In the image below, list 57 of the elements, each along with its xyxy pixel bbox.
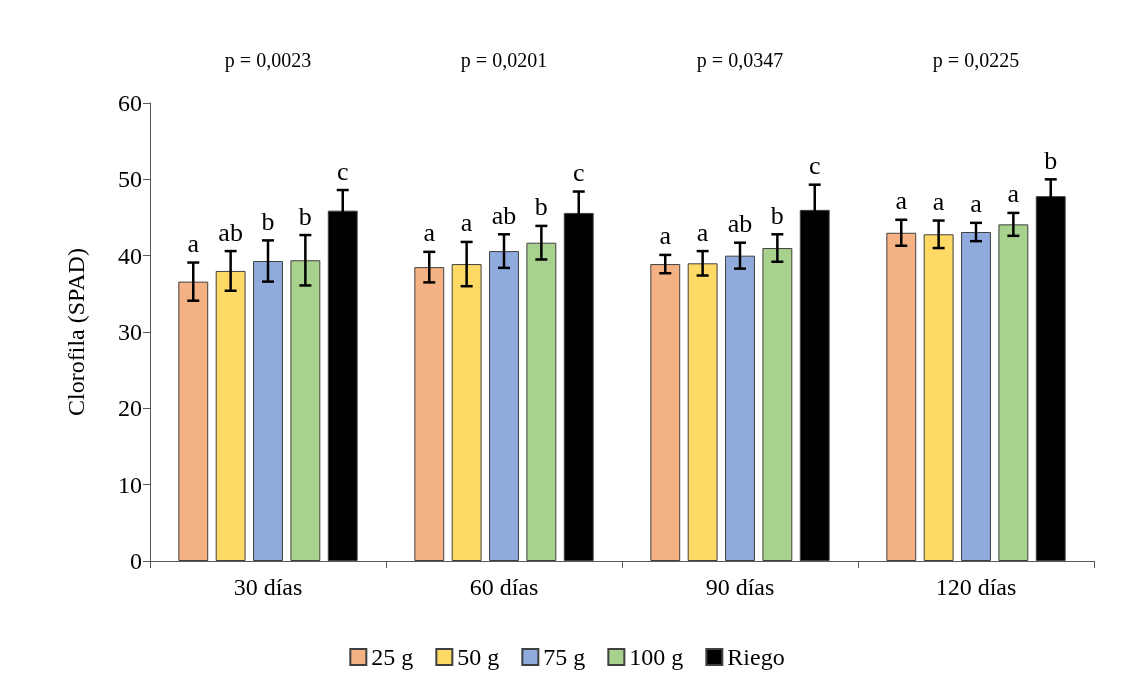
data-label: a: [1007, 179, 1020, 209]
x-tick-label: 60 días: [469, 574, 539, 600]
bar: [215, 270, 246, 561]
bar: [489, 251, 519, 561]
bar: [526, 242, 557, 561]
bar: [414, 267, 445, 561]
data-label: b: [298, 201, 312, 231]
data-label: b: [1044, 145, 1058, 175]
data-label: a: [696, 217, 709, 247]
text: p = 0,0201: [460, 49, 548, 72]
bar: [451, 264, 482, 561]
data-label: a: [970, 189, 983, 219]
text: p = 0,0023: [224, 49, 312, 72]
data-label: a: [187, 229, 200, 259]
data-label: a: [932, 187, 945, 217]
bar: [253, 261, 283, 561]
y-tick-label: 20: [118, 395, 142, 422]
y-tick-label: 40: [118, 242, 142, 269]
data-label: ab: [218, 217, 243, 247]
data-label: c: [572, 158, 585, 188]
data-label: b: [261, 206, 275, 236]
legend-label: 75 g: [543, 644, 586, 670]
x-tick-label: 30 días: [233, 574, 303, 600]
data-label: ab: [727, 209, 753, 239]
data-label: ab: [491, 200, 517, 230]
data-label: b: [534, 192, 548, 222]
y-tick-label: 0: [130, 548, 142, 574]
bar: [961, 232, 991, 561]
y-axis-title: Clorofila (SPAD): [63, 248, 89, 416]
bar: [650, 264, 681, 561]
bar: [687, 263, 718, 561]
x-tick-label: 120 días: [935, 574, 1017, 600]
y-tick-label: 50: [118, 166, 142, 193]
data-label: c: [336, 156, 349, 186]
bar: [178, 281, 209, 561]
data-label: a: [895, 186, 908, 216]
text: p = 0,0225: [932, 49, 1020, 72]
data-label: a: [460, 208, 473, 238]
legend-label: 100 g: [629, 644, 684, 670]
y-tick-label: 30: [118, 319, 142, 345]
bar: [762, 248, 793, 561]
bar: [923, 234, 954, 561]
y-tick-label: 10: [118, 471, 142, 498]
bar: [725, 255, 755, 561]
text: p = 0,0347: [696, 49, 784, 72]
legend-label: 25 g: [371, 644, 414, 670]
y-tick-label: 60: [118, 90, 142, 116]
x-tick-label: 90 días: [705, 574, 775, 600]
legend-label: Riego: [727, 644, 785, 670]
bar: [886, 232, 917, 561]
bar: [998, 224, 1029, 561]
data-label: b: [770, 200, 784, 230]
legend-label: 50 g: [457, 644, 500, 670]
data-label: c: [808, 151, 821, 181]
bar: [290, 260, 321, 561]
data-label: a: [423, 218, 436, 248]
data-label: a: [659, 221, 672, 251]
